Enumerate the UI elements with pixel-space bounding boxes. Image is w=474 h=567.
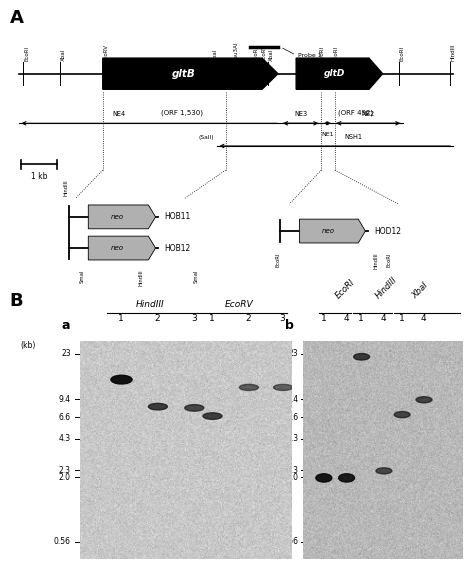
Ellipse shape bbox=[111, 375, 132, 384]
Text: XbaI: XbaI bbox=[213, 49, 218, 61]
Ellipse shape bbox=[354, 353, 370, 360]
Text: HindIII: HindIII bbox=[374, 252, 378, 269]
Ellipse shape bbox=[239, 384, 258, 391]
Polygon shape bbox=[103, 58, 278, 90]
Text: HindIII: HindIII bbox=[374, 276, 399, 301]
Text: 1: 1 bbox=[118, 314, 124, 323]
Polygon shape bbox=[88, 205, 155, 229]
Text: 4: 4 bbox=[421, 314, 427, 323]
Text: 4.3: 4.3 bbox=[286, 434, 299, 443]
Text: A: A bbox=[9, 9, 23, 27]
Text: SmaI: SmaI bbox=[193, 269, 199, 283]
Text: NE3: NE3 bbox=[294, 111, 307, 117]
Ellipse shape bbox=[316, 474, 332, 482]
Text: neo: neo bbox=[111, 214, 124, 220]
Text: HOB12: HOB12 bbox=[164, 244, 191, 252]
Polygon shape bbox=[88, 236, 155, 260]
Text: NE1: NE1 bbox=[321, 132, 334, 137]
Text: gltD: gltD bbox=[324, 69, 346, 78]
Text: HindIII: HindIII bbox=[139, 269, 144, 286]
Text: 3: 3 bbox=[280, 314, 285, 323]
Text: 4: 4 bbox=[343, 314, 349, 323]
Text: 4: 4 bbox=[381, 314, 386, 323]
Text: 1: 1 bbox=[358, 314, 364, 323]
Text: (ORF 492): (ORF 492) bbox=[338, 109, 373, 116]
Text: 1 kb: 1 kb bbox=[31, 172, 47, 181]
Text: gltB: gltB bbox=[172, 69, 195, 79]
Text: 9.4: 9.4 bbox=[286, 395, 299, 404]
Text: HOB11: HOB11 bbox=[164, 213, 191, 221]
Polygon shape bbox=[296, 58, 383, 90]
Text: 0.56: 0.56 bbox=[282, 537, 299, 546]
Text: 3: 3 bbox=[191, 314, 197, 323]
Text: HOD12: HOD12 bbox=[374, 227, 401, 235]
Text: EcoRI: EcoRI bbox=[275, 252, 281, 266]
Text: EcoRI: EcoRI bbox=[24, 46, 29, 61]
Ellipse shape bbox=[376, 468, 392, 474]
Text: EcoRV: EcoRV bbox=[104, 44, 109, 61]
Text: SmaI: SmaI bbox=[80, 269, 85, 283]
Text: 23: 23 bbox=[61, 349, 71, 358]
Text: (SaII): (SaII) bbox=[199, 135, 214, 140]
Text: 2: 2 bbox=[246, 314, 251, 323]
Text: NE4: NE4 bbox=[112, 111, 125, 117]
Text: HindIII: HindIII bbox=[451, 44, 456, 61]
Text: EcoRI: EcoRI bbox=[334, 278, 356, 301]
Text: neo: neo bbox=[321, 228, 334, 234]
Text: 0.56: 0.56 bbox=[54, 537, 71, 546]
Ellipse shape bbox=[338, 474, 355, 482]
Text: 1: 1 bbox=[320, 314, 326, 323]
Text: EcoRI: EcoRI bbox=[334, 46, 338, 61]
Text: (ORF 1,530): (ORF 1,530) bbox=[161, 109, 203, 116]
Text: NE2: NE2 bbox=[362, 111, 375, 117]
Text: EcoRI: EcoRI bbox=[320, 46, 325, 61]
Text: 9.4: 9.4 bbox=[59, 395, 71, 404]
Text: 6.6: 6.6 bbox=[59, 413, 71, 421]
Text: B: B bbox=[9, 292, 23, 310]
Text: EcoRI: EcoRI bbox=[400, 46, 404, 61]
Text: HindIII: HindIII bbox=[136, 301, 165, 309]
Text: XbaI: XbaI bbox=[269, 49, 274, 61]
Text: EcoRI: EcoRI bbox=[254, 46, 259, 61]
Text: (kb): (kb) bbox=[262, 341, 277, 349]
Ellipse shape bbox=[185, 405, 204, 411]
Text: 1: 1 bbox=[209, 314, 215, 323]
Text: NSH1: NSH1 bbox=[344, 134, 362, 140]
Text: b: b bbox=[285, 319, 294, 332]
Text: (kb): (kb) bbox=[21, 341, 36, 349]
Text: a: a bbox=[62, 319, 70, 332]
Text: neo: neo bbox=[111, 245, 124, 251]
Text: HindIII: HindIII bbox=[64, 179, 69, 196]
Text: XbaI: XbaI bbox=[61, 49, 65, 61]
Text: 4.3: 4.3 bbox=[59, 434, 71, 443]
Text: XbaI: XbaI bbox=[410, 281, 429, 301]
Text: 1: 1 bbox=[399, 314, 405, 323]
Ellipse shape bbox=[273, 384, 292, 391]
Ellipse shape bbox=[148, 403, 167, 410]
Text: 2: 2 bbox=[155, 314, 160, 323]
Text: Probe 1: Probe 1 bbox=[299, 53, 322, 58]
Text: 6.6: 6.6 bbox=[286, 413, 299, 421]
Ellipse shape bbox=[203, 413, 222, 420]
Polygon shape bbox=[300, 219, 365, 243]
Text: 2.3: 2.3 bbox=[59, 466, 71, 475]
Text: EcoRV: EcoRV bbox=[225, 301, 254, 309]
Text: Sau3AI: Sau3AI bbox=[233, 41, 238, 61]
Text: 2.3: 2.3 bbox=[286, 466, 299, 475]
Text: EcoRV: EcoRV bbox=[262, 44, 266, 61]
Text: EcoRI: EcoRI bbox=[387, 252, 392, 266]
Ellipse shape bbox=[416, 397, 432, 403]
Text: 2.0: 2.0 bbox=[59, 473, 71, 482]
Ellipse shape bbox=[394, 412, 410, 418]
Text: 2.0: 2.0 bbox=[286, 473, 299, 482]
Text: 23: 23 bbox=[289, 349, 299, 358]
